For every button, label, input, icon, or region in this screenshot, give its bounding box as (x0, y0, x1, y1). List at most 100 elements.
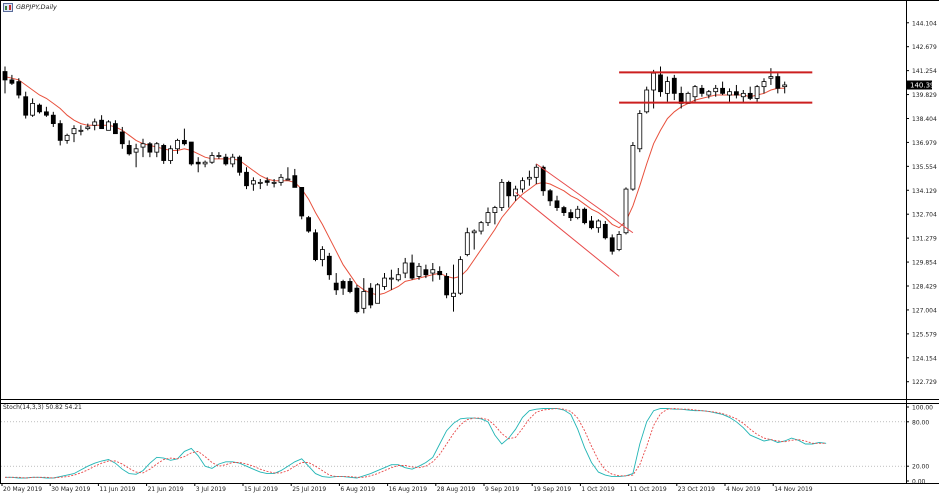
candle-body (216, 155, 222, 157)
candle (50, 111, 56, 127)
candle-body (706, 91, 712, 96)
candle (250, 177, 256, 191)
candle (168, 145, 174, 164)
price-tick-label: 127.004 (912, 307, 937, 314)
time-tick-label: 9 Sep 2019 (485, 486, 519, 493)
candle-body (147, 143, 153, 153)
candle (761, 78, 767, 94)
candle-body (292, 175, 298, 188)
candle (181, 128, 187, 146)
candle (589, 215, 594, 230)
candle (382, 273, 387, 290)
time-tick-label: 11 Oct 2019 (630, 486, 667, 493)
candle-body (602, 223, 608, 239)
candle (623, 187, 629, 235)
candle-body (395, 274, 401, 281)
candle (44, 106, 49, 117)
candle (554, 195, 560, 211)
candle (596, 219, 601, 233)
candle-body (50, 114, 56, 124)
candle-body (78, 129, 84, 132)
candle-body (71, 128, 77, 135)
price-tick-label: 141.254 (912, 68, 937, 75)
candle (740, 90, 746, 104)
candle-body (637, 113, 643, 150)
candle-body (609, 237, 615, 252)
candle (154, 142, 160, 158)
candle-body (630, 145, 636, 190)
candle (395, 268, 401, 282)
time-tick-label: 14 Nov 2019 (774, 486, 813, 493)
candle (547, 189, 553, 206)
candle (361, 278, 367, 314)
candle (78, 125, 84, 136)
candle (409, 254, 415, 280)
candle (692, 84, 698, 102)
candle-body (761, 81, 767, 88)
candle-body (582, 208, 587, 224)
candle-body (699, 87, 705, 94)
candle-body (768, 76, 774, 79)
candle (492, 205, 498, 225)
candle (285, 167, 291, 181)
candle (671, 74, 677, 101)
candle-body (30, 103, 36, 116)
candle-body (44, 111, 49, 116)
candle (444, 273, 450, 299)
candle-body (561, 207, 567, 213)
candle-body (257, 181, 263, 184)
candle (85, 123, 91, 131)
candle (575, 205, 581, 220)
candle-body (547, 190, 553, 202)
candle (299, 187, 305, 220)
price-tick-label: 139.829 (912, 92, 937, 99)
candle-body (333, 282, 339, 291)
candle-body (368, 287, 374, 306)
time-tick-label: 25 Jul 2019 (292, 486, 326, 493)
candle-body (340, 281, 346, 289)
candle (747, 86, 753, 101)
candle-body (616, 234, 622, 250)
channel-lower-line (515, 192, 620, 277)
candle (720, 81, 725, 96)
candle-body (623, 188, 629, 234)
symbol-icon[interactable] (3, 3, 13, 12)
candle (451, 264, 456, 312)
current-price-label: 140.397 (910, 82, 939, 90)
candle-body (665, 81, 670, 94)
candle (230, 153, 236, 168)
candle (292, 168, 298, 188)
candle (637, 110, 643, 153)
candle-body (347, 281, 353, 292)
time-tick-label: 15 Jul 2019 (244, 486, 278, 493)
candle (775, 73, 781, 94)
candle (64, 133, 70, 144)
candle-body (306, 217, 312, 232)
candle (471, 229, 477, 250)
candle-body (126, 145, 132, 155)
candle-body (513, 188, 518, 197)
candle (126, 140, 132, 156)
candle (133, 143, 139, 168)
candle (499, 179, 505, 211)
candle (644, 86, 650, 114)
candle (244, 167, 249, 190)
candle (223, 153, 229, 166)
candle (175, 138, 180, 154)
candle (271, 179, 277, 188)
candle-body (140, 143, 146, 148)
candle (506, 180, 512, 208)
candle (561, 205, 567, 216)
candle (464, 227, 470, 257)
candle (354, 284, 360, 314)
candle (602, 220, 608, 240)
candle-body (492, 207, 498, 213)
candle (257, 179, 263, 190)
candle (2, 66, 8, 94)
candle (237, 155, 243, 176)
moving-average-layer (4, 76, 785, 296)
candle (782, 81, 788, 94)
candle (713, 84, 719, 97)
